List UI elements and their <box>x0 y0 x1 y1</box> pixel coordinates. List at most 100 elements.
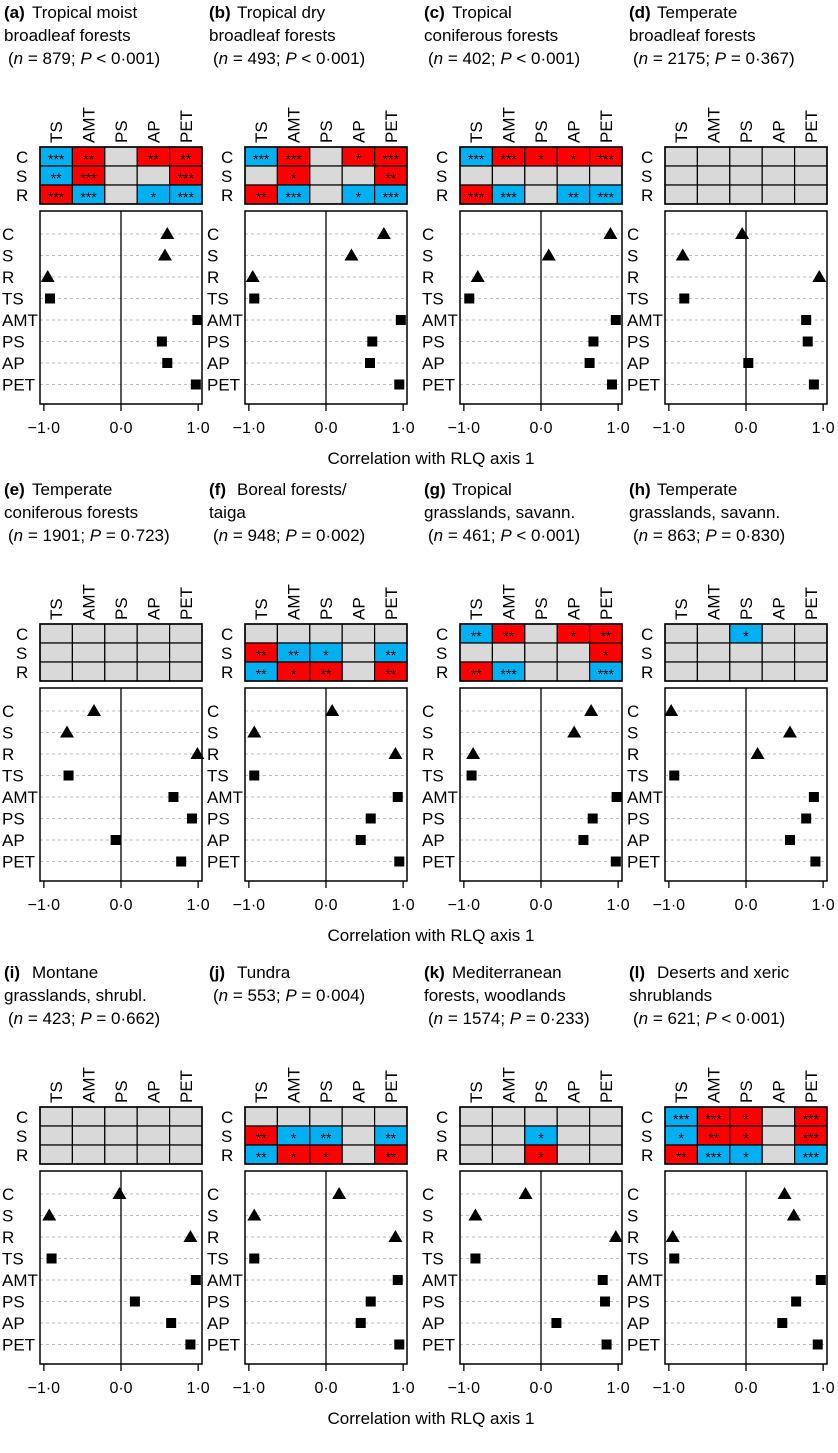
dot-row-label-pet: PET <box>2 376 35 395</box>
significance-stars: *** <box>285 151 302 167</box>
significance-stars: *** <box>383 189 400 205</box>
dot-row-label-ap: AP <box>422 1314 445 1333</box>
dot-row-label-ts: TS <box>627 767 649 786</box>
column-header-amt: AMT <box>500 107 519 143</box>
marker-s <box>675 248 690 261</box>
dot-row-label-c: C <box>207 1185 219 1204</box>
dot-row-label-ts: TS <box>422 767 444 786</box>
heat-row-label-c: C <box>16 625 28 644</box>
heat-cell <box>588 165 623 186</box>
heat-cell <box>696 146 731 167</box>
panel-title-line1: Deserts and xeric <box>657 963 790 982</box>
significance-stars: ** <box>256 647 267 663</box>
marker-amt <box>801 315 812 325</box>
column-header-amt: AMT <box>285 107 304 143</box>
marker-ap <box>355 835 366 845</box>
sample-size-and-p: (n = 2175; P = 0·367) <box>633 49 795 68</box>
panel-title-line1: Tropical dry <box>237 3 326 22</box>
x-tick-label: −1·0 <box>233 897 266 914</box>
heat-row-label-s: S <box>16 1127 27 1146</box>
heat-cell <box>104 1106 138 1127</box>
panel-label: (d) <box>629 3 651 22</box>
significance-stars: * <box>571 628 577 644</box>
marker-c <box>777 1187 792 1199</box>
marker-pet <box>176 856 187 867</box>
marker-s <box>247 1208 262 1221</box>
dot-row-label-pet: PET <box>207 1336 240 1355</box>
dot-row-label-s: S <box>627 247 638 266</box>
dot-row-label-ap: AP <box>2 354 25 373</box>
heat-cell <box>169 661 203 682</box>
marker-ts <box>466 770 477 781</box>
heat-cell <box>793 642 828 663</box>
sample-size-and-p: (n = 461; P < 0·001) <box>428 526 580 545</box>
x-tick-label: 0·0 <box>529 897 552 914</box>
marker-amt <box>392 792 403 802</box>
marker-c <box>664 704 679 716</box>
panel-h: (h) Temperate grasslands, savann. (n = 863;… <box>627 480 835 914</box>
dot-row-label-s: S <box>2 1207 13 1226</box>
column-header-ps: PS <box>532 120 551 143</box>
x-tick-label: 1·0 <box>392 420 415 437</box>
marker-ts <box>45 293 56 304</box>
panel-label: (g) <box>424 480 446 499</box>
dot-row-label-ps: PS <box>627 810 650 829</box>
significance-stars: * <box>743 1130 749 1146</box>
heat-cell <box>341 661 376 682</box>
significance-stars: ** <box>600 628 611 644</box>
dot-row-label-pet: PET <box>422 376 455 395</box>
x-tick-label: 0·0 <box>109 420 132 437</box>
column-header-ap: AP <box>144 120 163 143</box>
heat-cell <box>761 642 796 663</box>
heatmap-frame <box>459 1106 623 1165</box>
heatmap-frame <box>39 146 203 205</box>
dot-row-label-ps: PS <box>207 810 230 829</box>
panel-title-line2: forests, woodlands <box>424 986 566 1005</box>
dot-row-label-c: C <box>207 702 219 721</box>
marker-ts <box>669 1253 680 1264</box>
marker-r <box>183 1230 198 1242</box>
dot-row-label-c: C <box>422 1185 434 1204</box>
column-header-amt: AMT <box>80 1067 99 1103</box>
heat-cell <box>71 1125 106 1146</box>
significance-stars: * <box>538 1130 544 1146</box>
significance-stars: ** <box>503 628 514 644</box>
column-header-amt: AMT <box>500 584 519 620</box>
heat-row-label-r: R <box>641 186 653 205</box>
heat-cell <box>169 642 203 663</box>
heat-cell <box>459 642 494 663</box>
heat-cell <box>556 1106 591 1127</box>
marker-ps <box>791 1296 802 1307</box>
heat-cell <box>696 165 731 186</box>
heat-cell <box>71 1106 106 1127</box>
marker-s <box>60 725 74 738</box>
column-header-amt: AMT <box>705 1067 724 1103</box>
dot-row-label-c: C <box>422 702 434 721</box>
x-tick-label: 0·0 <box>109 1380 132 1397</box>
heatmap-frame <box>459 146 623 205</box>
x-tick-label: 0·0 <box>314 897 337 914</box>
heat-cell <box>696 623 731 644</box>
panel-l: (l) Deserts and xeric shrublands (n = 621; … <box>627 963 835 1397</box>
marker-amt <box>610 315 621 325</box>
heatmap-frame <box>664 146 828 205</box>
marker-ps <box>801 813 812 824</box>
sample-size-and-p: (n = 621; P < 0·001) <box>633 1009 785 1028</box>
sample-size-and-p: (n = 863; P = 0·830) <box>633 526 785 545</box>
heat-cell <box>71 1144 106 1165</box>
heat-row-label-s: S <box>641 167 652 186</box>
marker-s <box>344 248 359 261</box>
dot-row-label-ps: PS <box>207 1293 230 1312</box>
heat-cell <box>729 165 763 186</box>
dot-row-label-ts: TS <box>627 1250 649 1269</box>
heat-cell <box>276 1106 311 1127</box>
marker-ap <box>110 835 121 845</box>
marker-c <box>332 1187 347 1199</box>
significance-stars: ** <box>288 647 299 663</box>
dot-row-label-r: R <box>627 745 639 764</box>
heat-cell <box>104 661 138 682</box>
panel-label: (e) <box>4 480 25 499</box>
marker-s <box>567 725 582 738</box>
heat-row-label-c: C <box>641 148 653 167</box>
dot-row-label-r: R <box>422 268 434 287</box>
